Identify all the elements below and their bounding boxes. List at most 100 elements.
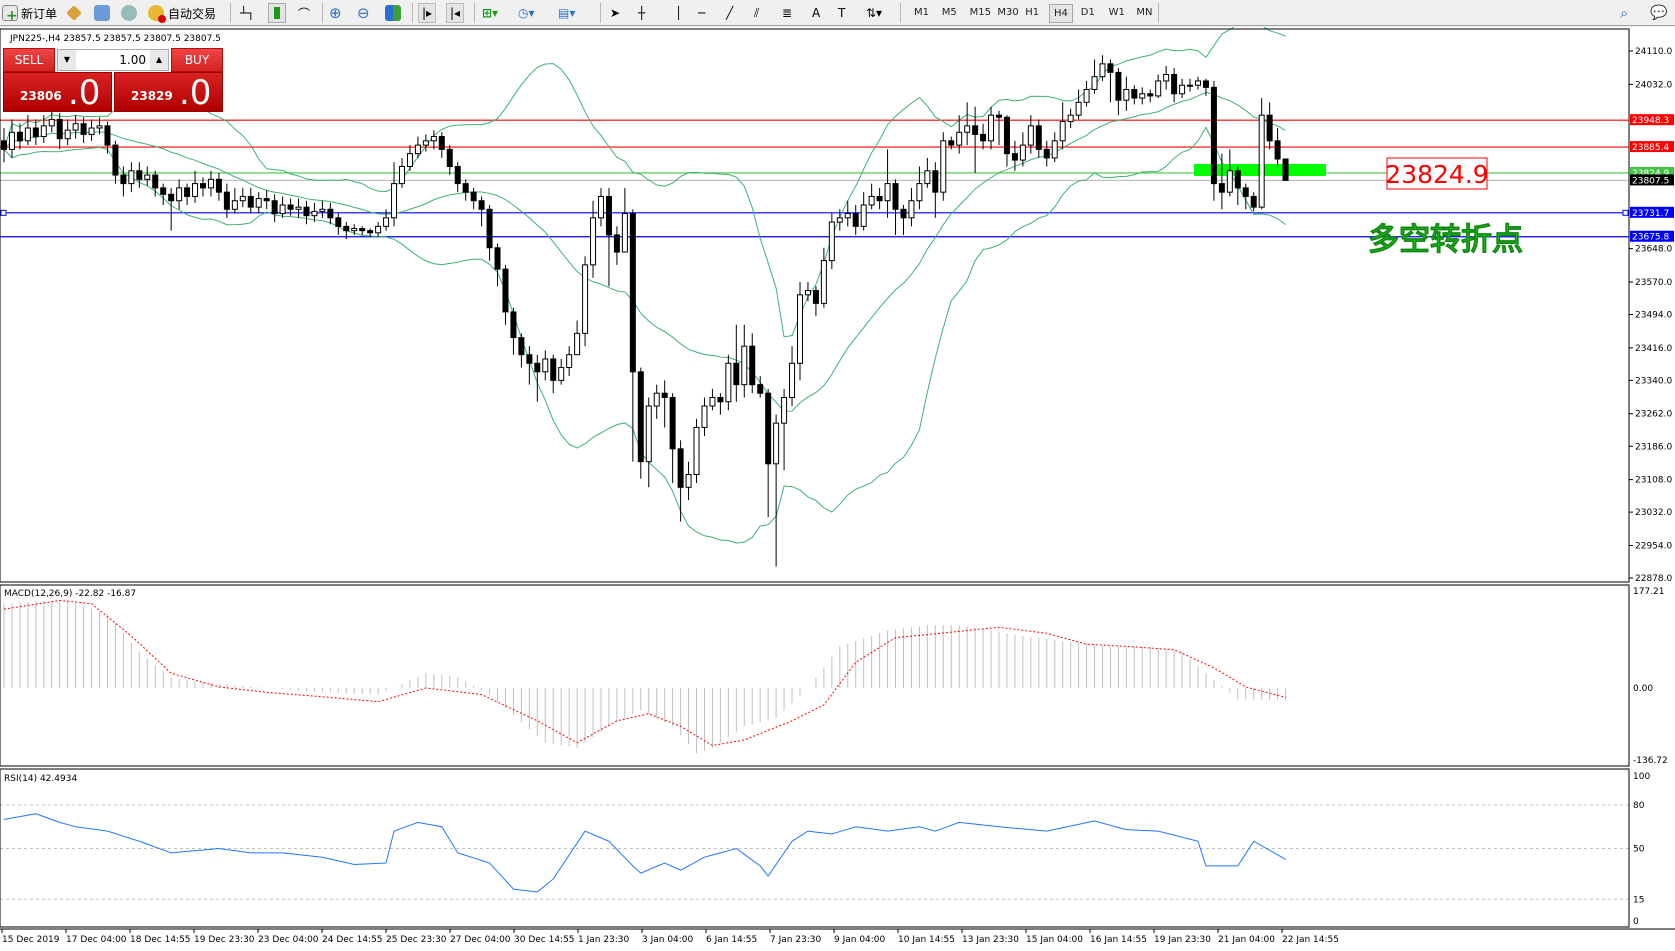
candle bbox=[908, 200, 915, 219]
timeframe-m1[interactable]: M1 bbox=[914, 7, 929, 18]
candle bbox=[828, 221, 835, 262]
zoom-in-icon[interactable]: ⊕ bbox=[329, 4, 342, 22]
candle bbox=[1234, 170, 1241, 189]
sell-price[interactable]: 23806 .0 bbox=[3, 72, 112, 113]
line-chart-icon[interactable]: ⌒ bbox=[298, 6, 311, 21]
macd-panel-border bbox=[0, 584, 1630, 767]
chart-shift-icon[interactable]: |▸ bbox=[418, 3, 437, 23]
candle bbox=[48, 118, 55, 127]
periods-icon[interactable]: ◷▾ bbox=[518, 6, 535, 20]
rsi-tick-label: 100 bbox=[1633, 772, 1650, 782]
candle bbox=[462, 183, 469, 193]
candle bbox=[279, 204, 286, 215]
arrows-icon[interactable]: ⇅▾ bbox=[866, 6, 883, 20]
candle bbox=[1155, 80, 1162, 97]
candle bbox=[1091, 76, 1098, 90]
candle bbox=[1171, 74, 1178, 95]
candle bbox=[1067, 114, 1074, 123]
line-handle bbox=[1622, 209, 1629, 216]
candle bbox=[40, 125, 47, 138]
candle bbox=[1115, 71, 1122, 101]
macd-label: MACD(12,26,9) -22.82 -16.87 bbox=[4, 589, 136, 599]
price-line-label: 23824.9 bbox=[1632, 169, 1669, 179]
data-window-icon[interactable] bbox=[94, 5, 110, 21]
y-tick-label: 23570.0 bbox=[1635, 278, 1672, 288]
sell-button[interactable]: SELL bbox=[3, 48, 55, 72]
bar-chart-icon[interactable]: ┴┐ bbox=[240, 6, 255, 20]
candle bbox=[900, 208, 907, 219]
candle bbox=[1035, 125, 1042, 150]
buy-price[interactable]: 23829 .0 bbox=[114, 72, 223, 113]
decrease-lot-button[interactable]: ▼ bbox=[58, 50, 76, 70]
chat-icon[interactable]: 💬 bbox=[1650, 5, 1668, 21]
horizontal-line-icon[interactable]: ─ bbox=[698, 6, 706, 20]
timeframe-d1[interactable]: D1 bbox=[1080, 7, 1095, 18]
candle bbox=[383, 217, 390, 227]
channel-icon[interactable]: ⫽ bbox=[754, 5, 760, 20]
candle bbox=[574, 332, 581, 356]
indicators-icon[interactable]: ⊞▾ bbox=[482, 6, 499, 20]
candle bbox=[773, 422, 780, 465]
timeframe-m5[interactable]: M5 bbox=[941, 7, 957, 18]
new-order-button[interactable]: + 新订单 bbox=[2, 3, 57, 23]
candlestick-icon[interactable] bbox=[268, 3, 286, 23]
candle bbox=[399, 165, 405, 185]
timeframe-mn[interactable]: MN bbox=[1136, 7, 1153, 18]
timeframe-h1[interactable]: H1 bbox=[1025, 7, 1040, 18]
candle bbox=[255, 198, 262, 208]
auto-trading-button[interactable]: 自动交易 bbox=[148, 3, 216, 23]
candle bbox=[582, 264, 589, 334]
lot-size-input[interactable] bbox=[76, 50, 150, 70]
candle bbox=[932, 170, 939, 193]
zoom-out-icon[interactable]: ⊖ bbox=[357, 4, 370, 22]
candle bbox=[303, 206, 310, 217]
candle bbox=[239, 195, 246, 202]
chart-header: JPN225-,H4 23857.5 23857.5 23807.5 23807… bbox=[9, 34, 221, 44]
candle bbox=[661, 392, 668, 398]
vertical-line-icon[interactable]: │ bbox=[675, 6, 683, 20]
lot-size-stepper: ▼ ▲ bbox=[57, 49, 169, 71]
candle bbox=[16, 131, 23, 142]
tile-windows-icon[interactable] bbox=[385, 5, 401, 21]
fibonacci-icon[interactable]: ≣ bbox=[782, 6, 793, 20]
candle bbox=[1083, 88, 1090, 103]
increase-lot-button[interactable]: ▲ bbox=[150, 50, 168, 70]
candle bbox=[184, 187, 191, 197]
cursor-icon[interactable]: ➤ bbox=[610, 6, 621, 20]
candle bbox=[319, 208, 326, 212]
chart-window[interactable]: 24110.0 24032.0 23648.0 23570.0 23494.0 23416… bbox=[0, 27, 1675, 951]
candle bbox=[406, 153, 413, 167]
candle bbox=[765, 392, 772, 465]
text-icon[interactable]: A bbox=[812, 6, 821, 20]
crosshair-icon[interactable]: ┼ bbox=[638, 6, 646, 20]
candle bbox=[422, 140, 429, 146]
candle bbox=[1195, 80, 1201, 86]
search-icon[interactable]: ⌕ bbox=[1620, 4, 1629, 22]
auto-trading-icon bbox=[148, 5, 166, 23]
signals-icon[interactable] bbox=[121, 5, 137, 21]
buy-button[interactable]: BUY bbox=[171, 48, 223, 72]
price-line-label: 23948.3 bbox=[1632, 116, 1669, 126]
macd-tick-label: 0.00 bbox=[1633, 684, 1653, 694]
y-tick-label: 23186.0 bbox=[1635, 442, 1672, 452]
line-handle bbox=[0, 209, 7, 216]
rsi-panel-border bbox=[0, 768, 1630, 928]
market-watch-icon[interactable] bbox=[66, 5, 82, 21]
sell-price-fraction: .0 bbox=[68, 73, 101, 113]
timeframe-m30[interactable]: M30 bbox=[997, 7, 1019, 18]
candle bbox=[685, 473, 692, 488]
templates-icon[interactable]: ▤▾ bbox=[558, 6, 576, 20]
timeframe-h4[interactable]: H4 bbox=[1049, 4, 1073, 23]
trendline-icon[interactable]: ╱ bbox=[726, 6, 734, 20]
auto-trading-label: 自动交易 bbox=[168, 6, 217, 21]
candle bbox=[359, 228, 366, 232]
macd-tick-label: 177.21 bbox=[1633, 587, 1665, 597]
candle bbox=[1210, 86, 1217, 185]
x-tick-label: 21 Jan 04:00 bbox=[1218, 935, 1275, 945]
timeframe-m15[interactable]: M15 bbox=[969, 7, 991, 18]
timeframe-w1[interactable]: W1 bbox=[1108, 7, 1125, 18]
annotation-text: 多空转折点 bbox=[1368, 222, 1523, 258]
autoscroll-icon[interactable]: |◂ bbox=[446, 3, 465, 23]
y-tick-label: 23416.0 bbox=[1635, 344, 1672, 354]
text-label-icon[interactable]: T bbox=[838, 6, 846, 20]
